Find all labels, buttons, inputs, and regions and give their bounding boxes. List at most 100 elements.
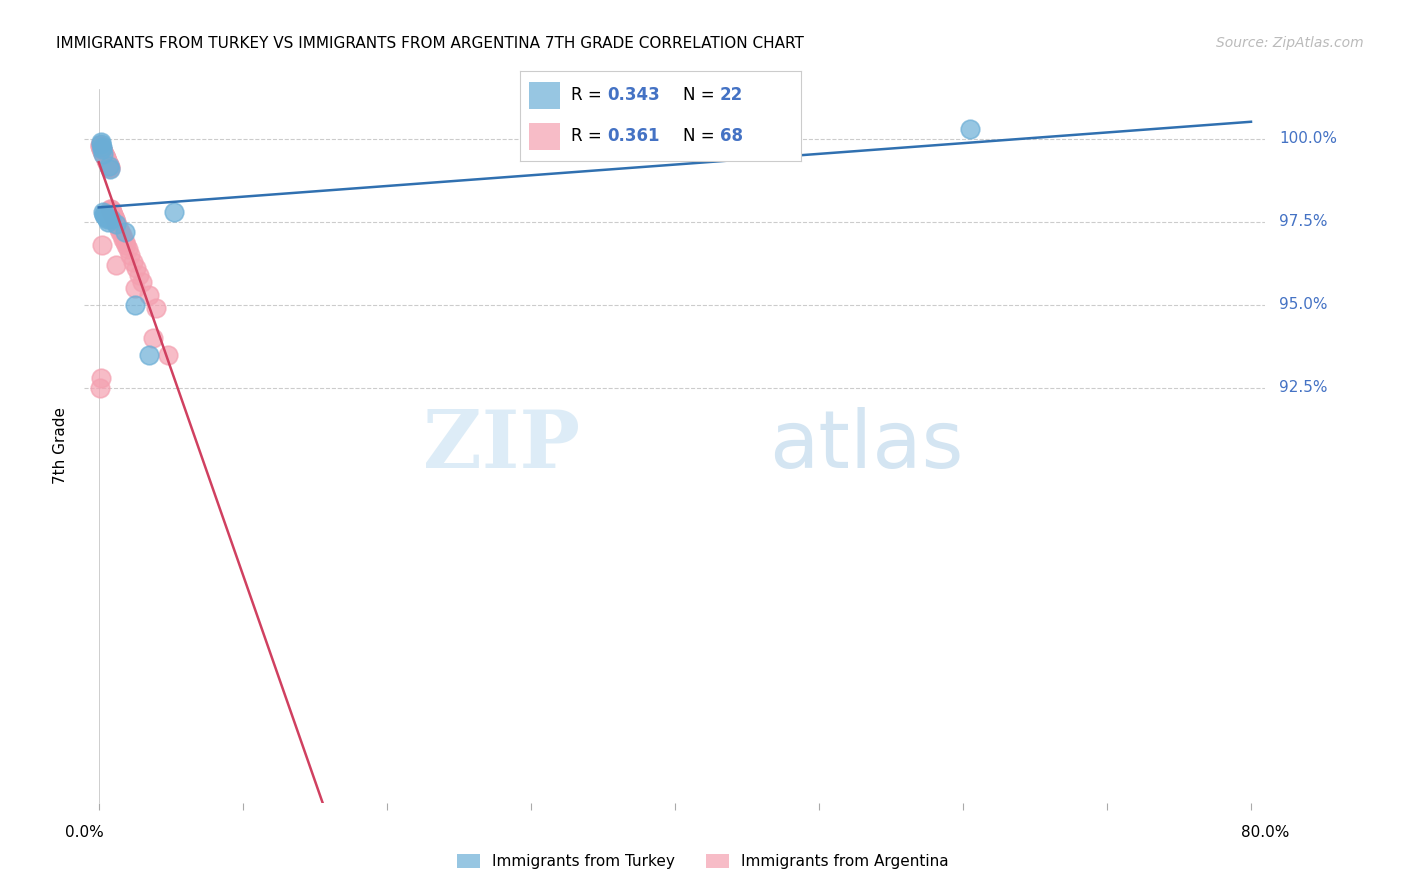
Point bbox=[93, 145, 115, 160]
Point bbox=[101, 208, 124, 222]
Point bbox=[100, 203, 122, 218]
Text: 95.0%: 95.0% bbox=[1279, 297, 1327, 312]
Point bbox=[114, 225, 136, 239]
Text: 97.5%: 97.5% bbox=[1279, 214, 1327, 229]
Point bbox=[93, 207, 115, 221]
Point bbox=[112, 231, 135, 245]
Text: 0.343: 0.343 bbox=[607, 87, 661, 104]
Point bbox=[96, 211, 118, 226]
Point bbox=[94, 150, 117, 164]
Text: 100.0%: 100.0% bbox=[1279, 131, 1337, 146]
Point bbox=[97, 159, 120, 173]
Point bbox=[91, 144, 114, 158]
Point bbox=[94, 152, 117, 166]
Point bbox=[115, 238, 138, 252]
Point bbox=[124, 298, 146, 312]
Point bbox=[110, 225, 132, 239]
Point bbox=[89, 139, 111, 153]
Point bbox=[90, 371, 112, 385]
Point bbox=[90, 136, 112, 151]
Point bbox=[96, 153, 118, 167]
Text: 22: 22 bbox=[720, 87, 744, 104]
Point bbox=[94, 149, 117, 163]
Point bbox=[131, 275, 153, 289]
Point bbox=[101, 205, 124, 219]
Point bbox=[94, 210, 117, 224]
Point bbox=[107, 219, 129, 233]
Point bbox=[142, 331, 165, 345]
Text: atlas: atlas bbox=[769, 407, 963, 485]
Point bbox=[111, 228, 134, 243]
Point bbox=[94, 209, 117, 223]
Point bbox=[100, 202, 122, 217]
Point bbox=[91, 145, 114, 160]
Text: 68: 68 bbox=[720, 128, 742, 145]
Text: 0.361: 0.361 bbox=[607, 128, 659, 145]
Point bbox=[89, 381, 111, 395]
Point bbox=[90, 140, 112, 154]
Point bbox=[91, 147, 114, 161]
Point bbox=[93, 208, 115, 222]
Bar bbox=[529, 82, 560, 109]
Point bbox=[90, 136, 112, 150]
Point bbox=[93, 147, 115, 161]
Point bbox=[103, 210, 125, 224]
Point bbox=[100, 212, 122, 227]
Text: R =: R = bbox=[571, 87, 607, 104]
Point bbox=[98, 160, 121, 174]
Point bbox=[98, 159, 121, 173]
Text: ZIP: ZIP bbox=[423, 407, 581, 485]
Point bbox=[108, 221, 131, 235]
Point bbox=[91, 145, 114, 159]
Point bbox=[100, 205, 122, 219]
Point bbox=[104, 213, 127, 227]
Point bbox=[98, 161, 121, 176]
Point bbox=[96, 154, 118, 169]
Text: IMMIGRANTS FROM TURKEY VS IMMIGRANTS FROM ARGENTINA 7TH GRADE CORRELATION CHART: IMMIGRANTS FROM TURKEY VS IMMIGRANTS FRO… bbox=[56, 36, 804, 51]
Point bbox=[97, 157, 120, 171]
Point bbox=[104, 211, 127, 226]
Point bbox=[90, 142, 112, 156]
Point bbox=[89, 138, 111, 153]
Point bbox=[163, 205, 186, 219]
Point bbox=[101, 208, 124, 222]
Legend: Immigrants from Turkey, Immigrants from Argentina: Immigrants from Turkey, Immigrants from … bbox=[451, 848, 955, 875]
Point bbox=[96, 153, 118, 168]
Point bbox=[156, 348, 179, 362]
Point bbox=[98, 159, 121, 173]
Point bbox=[100, 204, 122, 219]
Point bbox=[94, 151, 117, 165]
Text: R =: R = bbox=[571, 128, 607, 145]
Point bbox=[91, 140, 114, 154]
Y-axis label: 7th Grade: 7th Grade bbox=[53, 408, 69, 484]
Point bbox=[125, 261, 148, 276]
Point bbox=[96, 155, 118, 169]
Point bbox=[959, 122, 981, 136]
Point bbox=[94, 151, 117, 165]
Point bbox=[138, 288, 160, 302]
Point bbox=[91, 145, 114, 160]
Point bbox=[114, 235, 136, 249]
Text: 92.5%: 92.5% bbox=[1279, 380, 1327, 395]
Text: 0.0%: 0.0% bbox=[65, 825, 104, 840]
Point bbox=[94, 208, 117, 222]
Point bbox=[98, 161, 121, 176]
Point bbox=[97, 215, 120, 229]
Text: 80.0%: 80.0% bbox=[1241, 825, 1289, 840]
Point bbox=[98, 202, 121, 216]
Point bbox=[93, 205, 115, 219]
Point bbox=[124, 281, 146, 295]
Point bbox=[97, 158, 120, 172]
Point bbox=[105, 258, 128, 272]
Point bbox=[101, 207, 124, 221]
Point bbox=[93, 148, 115, 162]
Point bbox=[117, 242, 139, 256]
Point bbox=[97, 158, 120, 172]
Text: N =: N = bbox=[683, 87, 720, 104]
Point bbox=[122, 254, 145, 268]
Point bbox=[120, 248, 142, 262]
Point bbox=[91, 145, 114, 159]
Point bbox=[90, 142, 112, 156]
Point bbox=[128, 268, 150, 282]
Point bbox=[105, 217, 128, 231]
